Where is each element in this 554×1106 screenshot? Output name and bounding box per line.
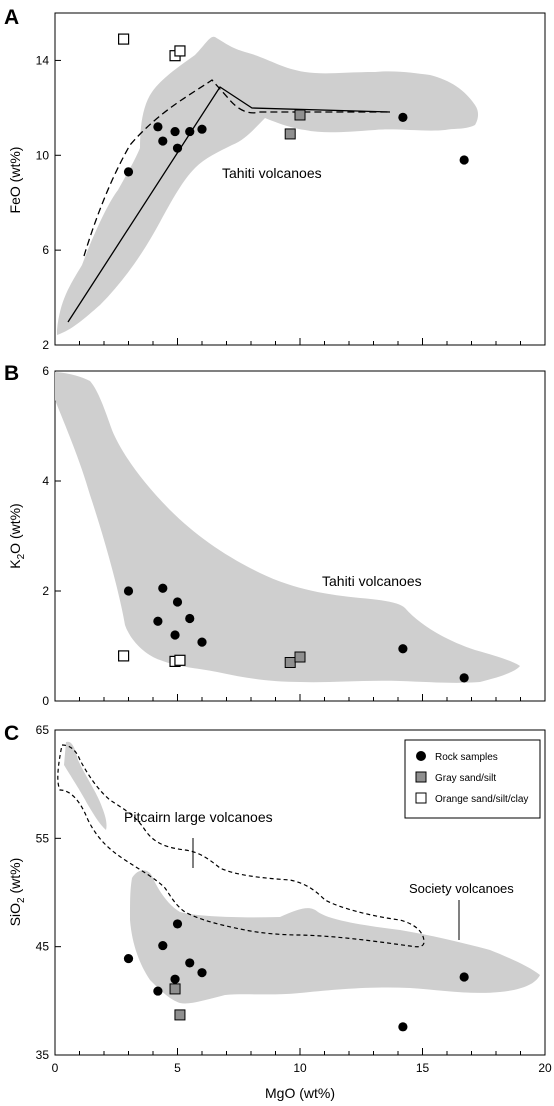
y-tick-label: 35 bbox=[36, 1048, 50, 1062]
panel-b-y-axis-label: K2O (wt%) bbox=[7, 503, 27, 568]
rock-sample-point bbox=[172, 143, 183, 153]
panel-a-y-ticks: 2 6 10 14 bbox=[36, 53, 61, 352]
panel-a-x-ticks bbox=[54, 338, 546, 345]
panel-c-x-ticks: 0 5 10 15 20 bbox=[52, 1048, 552, 1075]
panel-a-field-label: Tahiti volcanoes bbox=[222, 165, 322, 181]
x-tick-label: 15 bbox=[416, 1061, 430, 1075]
x-tick-label: 0 bbox=[52, 1061, 59, 1075]
y-tick-label: 2 bbox=[42, 584, 49, 598]
rock-sample-point bbox=[123, 953, 134, 964]
rock-sample-point bbox=[398, 1022, 408, 1032]
rock-sample-point bbox=[459, 972, 469, 982]
panel-c-y-axis-label: SiO2 (wt%) bbox=[7, 858, 27, 927]
y-tick-label: 14 bbox=[36, 53, 50, 67]
gray-sand-point bbox=[169, 983, 181, 995]
gray-sand-point bbox=[284, 128, 296, 140]
panel-c-label: C bbox=[4, 722, 19, 745]
panel-c-society-field bbox=[64, 741, 107, 830]
y-tick-label: 6 bbox=[42, 243, 49, 257]
legend-rock-label: Rock samples bbox=[435, 752, 498, 763]
rock-sample-point bbox=[153, 616, 163, 626]
rock-sample-point bbox=[170, 126, 180, 137]
x-axis-label: MgO (wt%) bbox=[265, 1085, 335, 1101]
rock-sample-point bbox=[153, 986, 163, 996]
x-tick-label: 5 bbox=[174, 1061, 181, 1075]
x-tick-label: 10 bbox=[293, 1061, 307, 1075]
panel-c-points bbox=[123, 919, 469, 1032]
rock-sample-point bbox=[123, 586, 134, 596]
rock-sample-point bbox=[185, 613, 195, 624]
y-tick-label: 65 bbox=[36, 723, 50, 737]
panel-b-y-ticks: 0 2 4 6 bbox=[42, 364, 61, 708]
rock-sample-point bbox=[185, 126, 195, 137]
panel-c-pitcairn-label: Pitcairn large volcanoes bbox=[124, 809, 273, 825]
y-tick-label: 45 bbox=[36, 940, 50, 954]
rock-sample-point bbox=[153, 122, 163, 132]
y-tick-label: 6 bbox=[42, 364, 49, 378]
rock-sample-point bbox=[158, 583, 168, 593]
rock-sample-point bbox=[197, 637, 207, 647]
legend-orange-label: Orange sand/silt/clay bbox=[435, 794, 528, 805]
orange-sand-point bbox=[117, 33, 130, 45]
panel-b-label: B bbox=[4, 362, 19, 385]
rock-sample-point bbox=[185, 958, 195, 968]
legend-rock-marker bbox=[416, 751, 426, 761]
rock-sample-point bbox=[172, 597, 183, 607]
panel-c: Pitcairn large volcanoes Society volcano… bbox=[4, 722, 552, 1101]
y-tick-label: 4 bbox=[42, 474, 49, 488]
rock-sample-point bbox=[197, 124, 207, 134]
legend-gray-label: Gray sand/silt bbox=[435, 773, 496, 784]
panel-b: Tahiti volcanoes 0 2 4 6 B K2O (wt%) bbox=[4, 362, 546, 708]
panel-b-x-ticks bbox=[54, 694, 546, 701]
y-tick-label: 10 bbox=[36, 148, 50, 162]
panel-c-legend: Rock samples Gray sand/silt Orange sand/… bbox=[404, 739, 541, 819]
rock-sample-point bbox=[459, 673, 469, 683]
y-tick-label: 55 bbox=[36, 831, 50, 845]
x-tick-label: 20 bbox=[538, 1061, 552, 1075]
panel-c-pitcairn-outline bbox=[57, 744, 425, 948]
panel-a: Tahiti volcanoes 2 6 10 14 A FeO (wt%) bbox=[4, 6, 546, 352]
rock-sample-point bbox=[158, 136, 168, 146]
y-tick-label: 0 bbox=[42, 694, 49, 708]
legend-gray-marker bbox=[415, 771, 427, 783]
panel-a-points bbox=[117, 33, 469, 177]
panel-a-y-axis-label: FeO (wt%) bbox=[7, 147, 23, 214]
gray-sand-point bbox=[294, 651, 306, 663]
panel-b-tahiti-field bbox=[55, 372, 520, 683]
rock-sample-point bbox=[158, 940, 168, 951]
rock-sample-point bbox=[172, 919, 183, 929]
panel-a-tahiti-field bbox=[57, 36, 479, 335]
gray-sand-point bbox=[284, 657, 296, 668]
orange-sand-point bbox=[117, 650, 130, 662]
panel-a-solid-trend bbox=[67, 86, 391, 323]
orange-sand-point bbox=[174, 45, 186, 57]
gray-sand-point bbox=[174, 1009, 186, 1021]
legend-box bbox=[404, 739, 541, 819]
panel-a-dashed-trend bbox=[83, 79, 390, 257]
rock-sample-point bbox=[123, 167, 134, 177]
panel-b-field-label: Tahiti volcanoes bbox=[322, 573, 422, 589]
rock-sample-point bbox=[170, 630, 180, 640]
rock-sample-point bbox=[459, 155, 469, 165]
rock-sample-point bbox=[398, 112, 408, 122]
rock-sample-point bbox=[398, 644, 408, 654]
rock-sample-point bbox=[197, 968, 207, 978]
rock-sample-point bbox=[170, 974, 180, 984]
panel-b-points bbox=[117, 583, 469, 683]
orange-sand-point bbox=[174, 654, 186, 666]
gray-sand-point bbox=[294, 109, 306, 121]
panel-a-label: A bbox=[4, 6, 19, 29]
legend-orange-marker bbox=[415, 792, 427, 804]
y-tick-label: 2 bbox=[42, 338, 49, 352]
panel-c-society-label: Society volcanoes bbox=[409, 881, 514, 896]
panel-c-y-ticks: 35 45 55 65 bbox=[36, 723, 61, 1062]
